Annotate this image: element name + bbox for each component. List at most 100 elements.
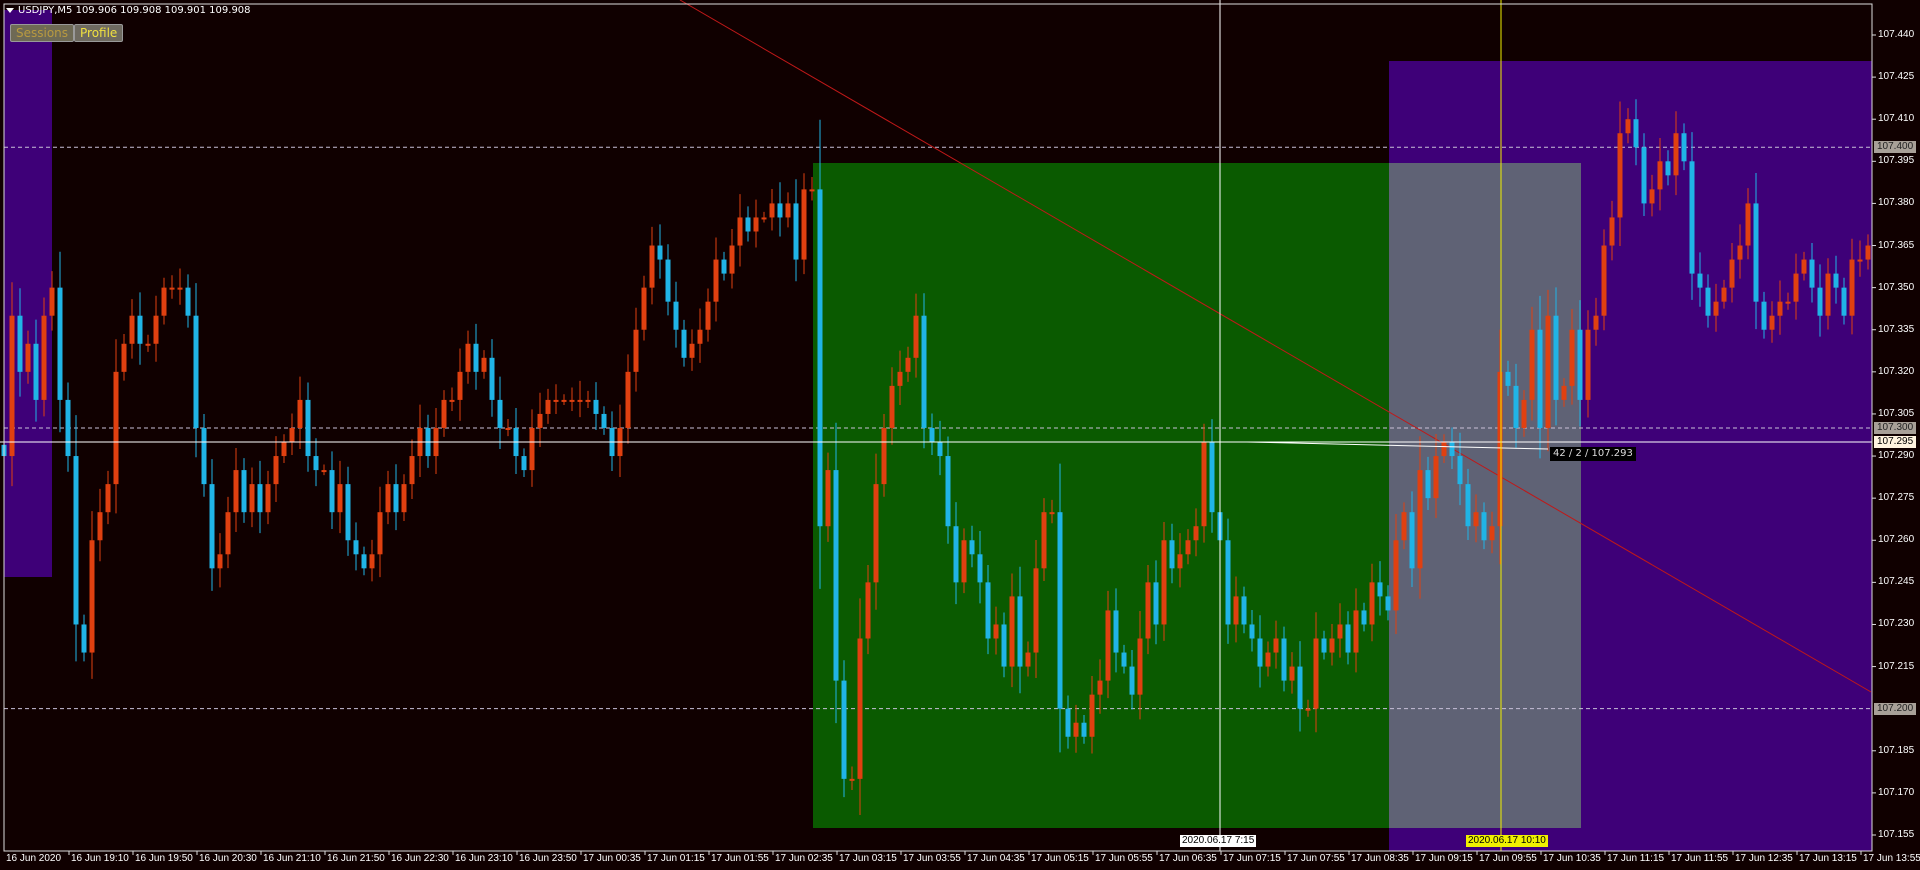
candle	[273, 456, 279, 485]
candle	[209, 484, 215, 569]
candle	[1281, 638, 1287, 681]
crosshair-time-label: 2020.06.17 7:15	[1180, 835, 1257, 847]
candle	[1465, 484, 1471, 527]
candle	[489, 357, 495, 400]
price-tick-label: 107.290	[1878, 450, 1915, 462]
candle	[329, 470, 335, 513]
candle	[1577, 329, 1583, 400]
candle	[1569, 329, 1575, 386]
candle	[345, 484, 351, 541]
profile-button[interactable]: Profile	[74, 24, 124, 42]
time-tick-label: 16 Jun 22:30	[391, 853, 449, 864]
candle	[753, 217, 759, 232]
time-tick-label: 17 Jun 11:55	[1671, 853, 1729, 864]
candle	[1785, 301, 1791, 304]
candle	[1089, 694, 1095, 737]
candle	[1641, 147, 1647, 204]
price-tick-label: 107.365	[1878, 239, 1915, 251]
time-tick-label: 17 Jun 02:35	[775, 853, 833, 864]
candle	[409, 456, 415, 485]
candle	[393, 484, 399, 513]
candle	[1689, 161, 1695, 274]
candle	[977, 554, 983, 583]
candle	[1809, 259, 1815, 288]
candle	[697, 329, 703, 344]
candle	[969, 540, 975, 555]
candle	[281, 442, 287, 457]
candle	[9, 315, 15, 457]
candle	[353, 540, 359, 555]
price-tick-label: 107.440	[1878, 29, 1915, 40]
price-tick-label: 107.260	[1878, 534, 1915, 546]
candle	[65, 399, 71, 457]
candle	[545, 399, 551, 414]
crosshair-price-label: 107.295	[1874, 436, 1917, 448]
candle	[137, 315, 143, 344]
candle	[825, 470, 831, 527]
candle	[1601, 245, 1607, 316]
axis-ticks	[68, 34, 1876, 855]
candle	[1617, 133, 1623, 218]
dropdown-triangle-icon[interactable]	[6, 8, 14, 13]
time-tick-label: 16 Jun 21:50	[327, 853, 385, 864]
candle	[593, 399, 599, 414]
candle	[929, 427, 935, 443]
sessions-button[interactable]: Sessions	[10, 24, 75, 42]
candle	[1649, 189, 1655, 204]
candle	[921, 315, 927, 428]
candle	[793, 203, 799, 260]
candle	[1145, 582, 1151, 639]
candle	[801, 189, 807, 260]
candle	[161, 287, 167, 316]
candle	[217, 554, 223, 569]
candle	[1329, 638, 1335, 653]
candle	[569, 399, 575, 402]
candle	[1697, 273, 1703, 288]
candle	[665, 259, 671, 302]
candle	[873, 484, 879, 583]
candle	[1449, 442, 1455, 457]
level-price-label: 107.200	[1874, 702, 1917, 715]
trend-line[interactable]	[679, 0, 1872, 693]
level-lines	[4, 146, 1872, 710]
candle	[1825, 273, 1831, 316]
candle	[1049, 512, 1055, 515]
time-tick-label: 17 Jun 11:15	[1607, 853, 1665, 864]
candle	[1009, 596, 1015, 667]
candle	[601, 413, 607, 428]
price-tick-label: 107.410	[1878, 113, 1915, 125]
candle	[1321, 638, 1327, 653]
candle	[193, 315, 199, 428]
candle	[865, 582, 871, 639]
candle	[1585, 329, 1591, 400]
price-tick-label: 107.215	[1878, 660, 1915, 672]
candle	[849, 778, 855, 781]
time-tick-label: 16 Jun 19:10	[71, 853, 129, 864]
candle	[385, 484, 391, 513]
chart-header: USDJPY,M5 109.906 109.908 109.901 109.90…	[6, 5, 251, 16]
candle	[689, 343, 695, 358]
candle	[497, 399, 503, 428]
candle	[1753, 203, 1759, 302]
candle	[937, 442, 943, 457]
candle	[1057, 512, 1063, 709]
candle	[1521, 399, 1527, 428]
price-tick-label: 107.155	[1878, 828, 1915, 840]
price-tick-label: 107.305	[1878, 407, 1915, 419]
candle	[241, 470, 247, 513]
candle	[1137, 638, 1143, 695]
candle	[313, 456, 319, 471]
time-tick-label: 16 Jun 20:30	[199, 853, 257, 864]
candle	[1553, 315, 1559, 400]
candle	[1441, 442, 1447, 457]
green-zone	[813, 163, 1389, 828]
candle	[681, 329, 687, 358]
candle	[561, 399, 567, 402]
candle	[585, 399, 591, 402]
candle	[897, 371, 903, 386]
candle	[1201, 442, 1207, 527]
time-tick-label: 16 Jun 21:10	[263, 853, 321, 864]
candle	[881, 427, 887, 485]
price-tick-label: 107.245	[1878, 576, 1915, 588]
